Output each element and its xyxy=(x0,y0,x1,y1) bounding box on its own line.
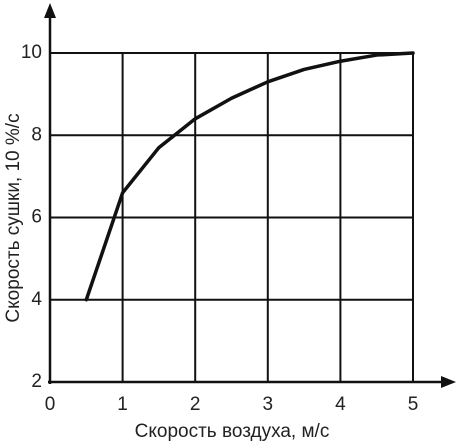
y-tick-label: 10 xyxy=(21,42,42,63)
x-tick-label: 5 xyxy=(408,394,419,415)
x-tick-label: 4 xyxy=(335,394,346,415)
y-axis-arrow xyxy=(44,3,56,18)
x-tick-label: 1 xyxy=(117,394,128,415)
x-axis-arrow xyxy=(441,376,456,388)
x-tick-label: 2 xyxy=(190,394,201,415)
y-tick-label: 8 xyxy=(31,124,42,145)
x-tick-label: 0 xyxy=(45,394,56,415)
data-line xyxy=(84,51,415,302)
y-tick-label: 6 xyxy=(31,207,42,228)
y-tick-label: 4 xyxy=(31,289,42,310)
y-axis-title: Скорость сушки, 10 %/с xyxy=(3,113,24,322)
x-axis-title: Скорость воздуха, м/с xyxy=(135,421,330,442)
x-tick-label: 3 xyxy=(263,394,274,415)
y-tick-label: 2 xyxy=(31,371,42,392)
